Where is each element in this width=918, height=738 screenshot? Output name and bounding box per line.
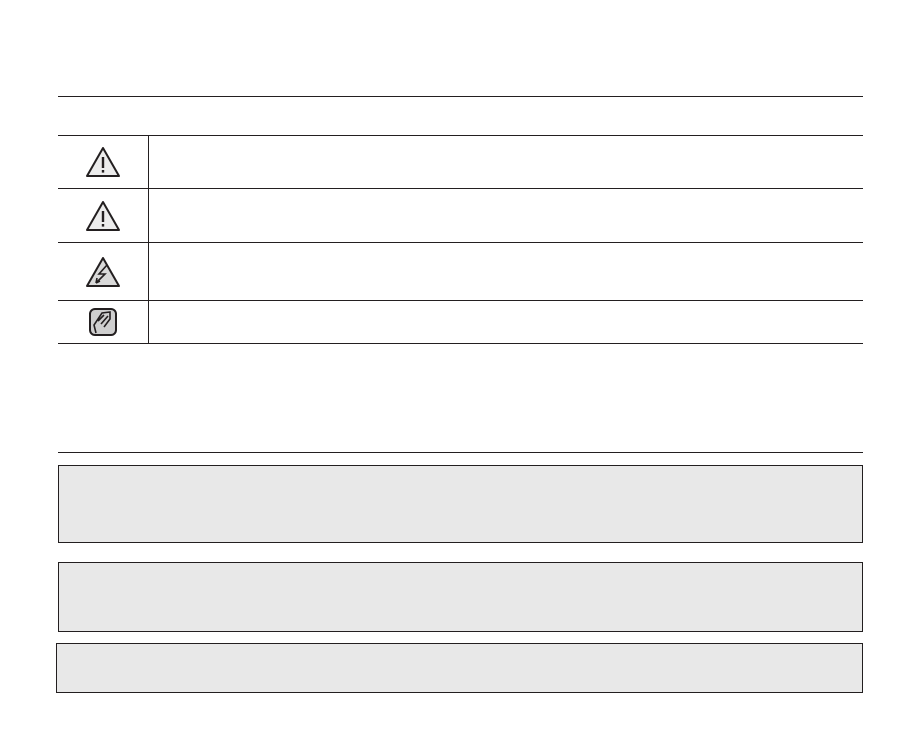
section-rule: [58, 452, 863, 453]
text-cell: [149, 189, 863, 242]
text-cell: [149, 243, 863, 300]
icon-cell: [58, 301, 149, 343]
symbol-table: [58, 135, 863, 344]
info-box: [56, 643, 863, 693]
info-box: [58, 562, 863, 632]
info-box: [58, 465, 863, 543]
electric-shock-icon: [86, 256, 120, 287]
header-rule: [58, 96, 863, 97]
warning-icon: [86, 147, 120, 177]
text-cell: [149, 301, 863, 343]
table-row: [58, 301, 863, 344]
icon-cell: [58, 136, 149, 188]
text-cell: [149, 136, 863, 188]
table-row: [58, 243, 863, 301]
caution-icon: [86, 200, 120, 231]
icon-cell: [58, 243, 149, 300]
table-row: [58, 136, 863, 189]
note-icon: [89, 308, 117, 336]
icon-cell: [58, 189, 149, 242]
table-row: [58, 189, 863, 243]
